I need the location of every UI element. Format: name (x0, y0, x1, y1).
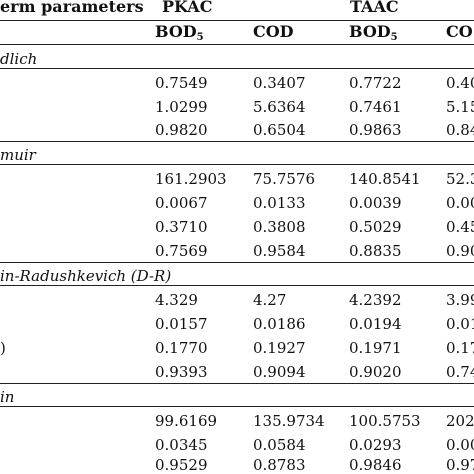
table-cell: 0.3808 (253, 218, 306, 236)
table-cell: 0.1971 (349, 339, 402, 357)
table-cell: 0.3710 (155, 218, 208, 236)
table-cell: 0.7569 (155, 242, 208, 260)
table-cell: 0.9393 (155, 363, 208, 381)
table-cell: 0.0186 (253, 315, 306, 333)
group-header-pkac: PKAC (162, 0, 213, 16)
table-cell: 99.6169 (155, 412, 218, 430)
table-cell: 0.9584 (253, 242, 306, 260)
table-cell: 202 (446, 412, 474, 430)
table-cell: 0.7549 (155, 74, 208, 92)
subheader-bod-subscript: 5 (390, 32, 398, 43)
section-title-langmuir: muir (0, 146, 36, 164)
row-stub: ) (0, 339, 6, 357)
table-cell: 75.7576 (253, 170, 316, 188)
table-cell: 0.7461 (349, 98, 402, 116)
table-cell: 4.2392 (349, 291, 402, 309)
section-rule (0, 262, 474, 263)
header-bottom-rule (0, 44, 474, 45)
table-cell: 0.9529 (155, 456, 208, 474)
table-cell: 0.74 (446, 363, 474, 381)
section-rule (0, 141, 474, 142)
table-cell: 0.9863 (349, 121, 402, 139)
subheader-bod-subscript: 5 (196, 32, 204, 43)
table-cell: 4.329 (155, 291, 198, 309)
table-cell: 0.9020 (349, 363, 402, 381)
table-cell: 0.3407 (253, 74, 306, 92)
table-cell: 135.9734 (253, 412, 325, 430)
table-cell: 0.7722 (349, 74, 402, 92)
subheader-bod5-pkac: BOD5 (155, 23, 204, 47)
table-cell: 0.17 (446, 339, 474, 357)
table-cell: 0.90 (446, 242, 474, 260)
table-cell: 0.9820 (155, 121, 208, 139)
header-group-rule (0, 20, 474, 21)
table-cell: 0.01 (446, 315, 474, 333)
table-cell: 5.6364 (253, 98, 306, 116)
section-title-freundlich: dlich (0, 50, 38, 68)
table-cell: 0.9846 (349, 456, 402, 474)
table-cell: 0.8783 (253, 456, 306, 474)
table-cell: 0.40 (446, 74, 474, 92)
subheader-bod-text: BOD (349, 22, 391, 41)
section-rule (0, 406, 474, 407)
table-cell: 0.0293 (349, 436, 402, 454)
table-cell: 3.99 (446, 291, 474, 309)
section-rule (0, 164, 474, 165)
table-cell: 0.0194 (349, 315, 402, 333)
table-cell: 4.27 (253, 291, 287, 309)
section-rule (0, 68, 474, 69)
table-cell: 0.0133 (253, 194, 306, 212)
table-cell: 0.0345 (155, 436, 208, 454)
table-cell: 0.0039 (349, 194, 402, 212)
section-rule (0, 285, 474, 286)
table-cell: 0.84 (446, 121, 474, 139)
subheader-cod-taac: CO (446, 22, 473, 41)
param-column-header: erm parameters (0, 0, 144, 16)
section-title-temkin: in (0, 388, 15, 406)
table-cell: 0.0157 (155, 315, 208, 333)
group-header-taac: TAAC (350, 0, 399, 16)
table-cell: 100.5753 (349, 412, 421, 430)
subheader-bod5-taac: BOD5 (349, 23, 398, 47)
table-cell: 0.0584 (253, 436, 306, 454)
table-cell: 0.0067 (155, 194, 208, 212)
section-rule (0, 383, 474, 384)
table-cell: 0.1927 (253, 339, 306, 357)
subheader-bod-text: BOD (155, 22, 197, 41)
table-cell: 1.0299 (155, 98, 208, 116)
table-cell: 0.8835 (349, 242, 402, 260)
table-cell: 140.8541 (349, 170, 421, 188)
table-cell: 0.45 (446, 218, 474, 236)
subheader-cod-pkac: COD (253, 22, 294, 41)
table-cell: 0.00 (446, 436, 474, 454)
table-cell: 0.00 (446, 194, 474, 212)
table-cell: 52.3 (446, 170, 474, 188)
table-cell: 0.5029 (349, 218, 402, 236)
section-title-dubinin-radushkevich: in-Radushkevich (D-R) (0, 267, 172, 285)
table-cell: 0.6504 (253, 121, 306, 139)
table-cell: 5.15 (446, 98, 474, 116)
table-cell: 0.97 (446, 456, 474, 474)
table-cell: 161.2903 (155, 170, 227, 188)
table-cell: 0.1770 (155, 339, 208, 357)
table-cell: 0.9094 (253, 363, 306, 381)
